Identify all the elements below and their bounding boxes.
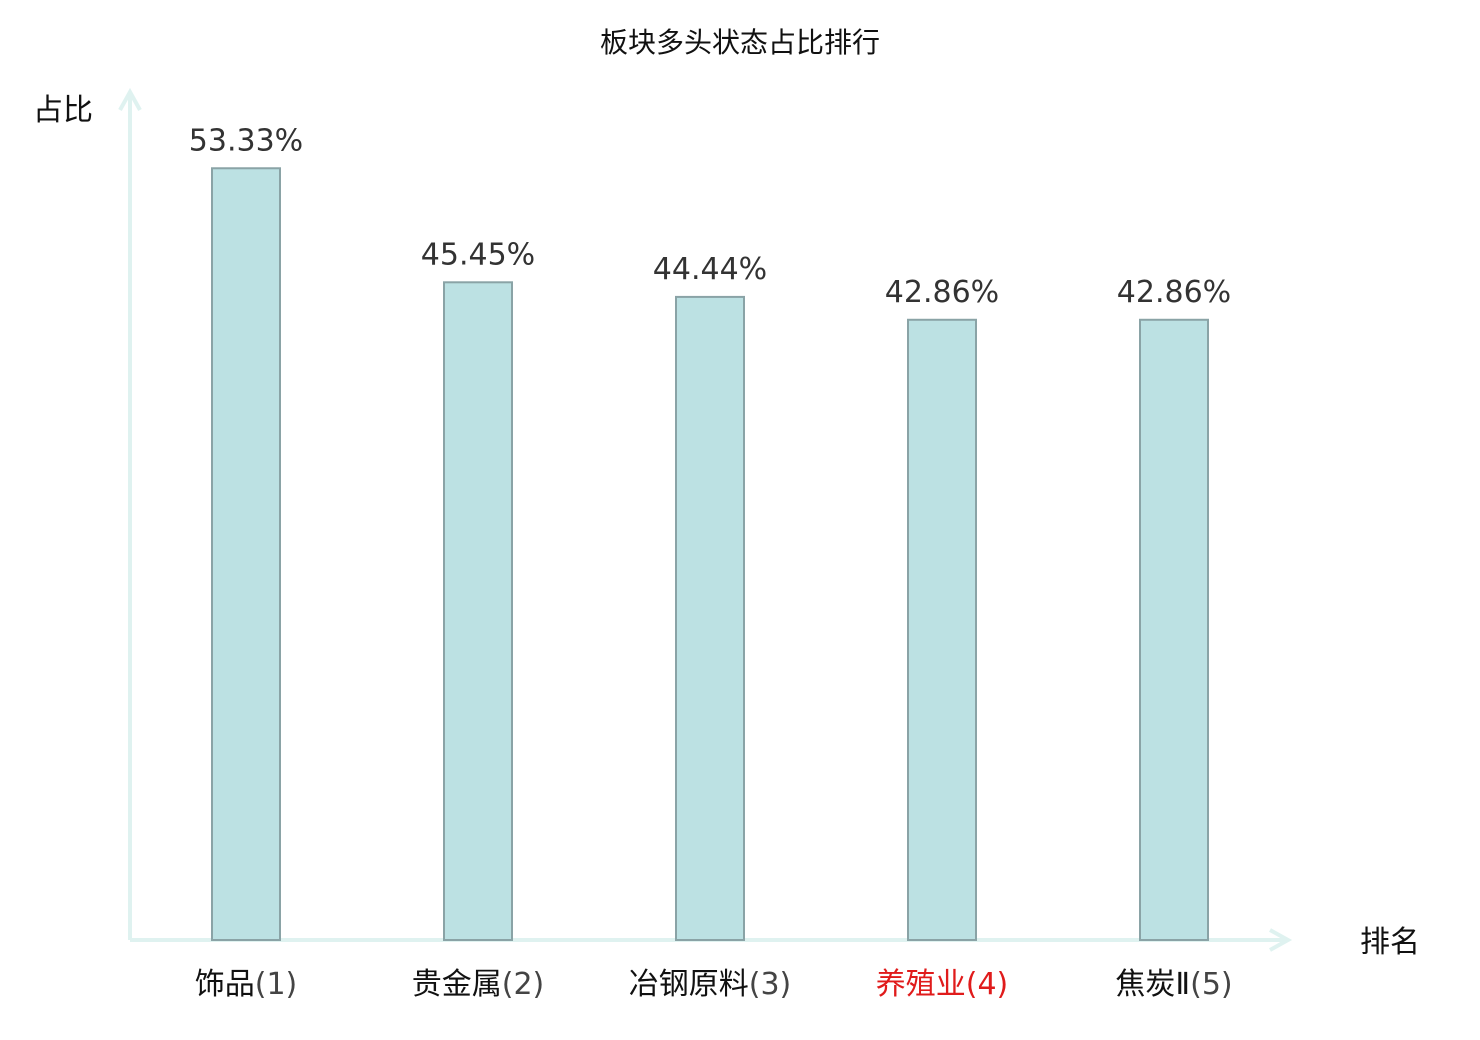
value-label-5: 42.86% (1117, 275, 1231, 310)
category-label-1: 饰品(1) (195, 967, 298, 1002)
value-labels-group: 53.33% 45.45% 44.44% 42.86% 42.86% (189, 123, 1231, 310)
bar-5 (1139, 318, 1209, 941)
bar-1 (211, 167, 281, 941)
y-axis-arrow (118, 87, 142, 111)
chart-title: 板块多头状态占比排行 (600, 26, 880, 59)
x-axis-label: 排名 (1360, 925, 1420, 960)
y-axis-label: 占比 (33, 93, 93, 128)
value-label-1: 53.33% (189, 123, 303, 158)
category-rank: (4) (966, 967, 1009, 1002)
category-rank: (3) (749, 967, 792, 1002)
x-axis-arrow (1269, 928, 1293, 952)
category-rank: (1) (255, 967, 298, 1002)
bar-4 (907, 318, 977, 941)
category-label-4: 养殖业(4) (876, 967, 1009, 1002)
category-name: 养殖业 (876, 967, 966, 1002)
bars-group (211, 167, 1209, 941)
category-name: 饰品 (195, 967, 255, 1002)
category-name: 焦炭Ⅱ (1115, 967, 1190, 1002)
category-name: 冶钢原料 (629, 967, 749, 1002)
category-label-2: 贵金属(2) (412, 967, 545, 1002)
category-label-3: 冶钢原料(3) (629, 967, 792, 1002)
bar-2 (443, 281, 513, 941)
category-labels-group: 饰品(1) 贵金属(2) 冶钢原料(3) 养殖业(4) 焦炭Ⅱ(5) (195, 967, 1233, 1002)
category-rank: (2) (502, 967, 545, 1002)
value-label-4: 42.86% (885, 275, 999, 310)
value-label-2: 45.45% (421, 237, 535, 272)
category-name: 贵金属 (412, 967, 502, 1002)
value-label-3: 44.44% (653, 252, 767, 287)
category-rank: (5) (1190, 967, 1233, 1002)
bar-3 (675, 295, 745, 941)
category-label-5: 焦炭Ⅱ(5) (1115, 967, 1232, 1002)
